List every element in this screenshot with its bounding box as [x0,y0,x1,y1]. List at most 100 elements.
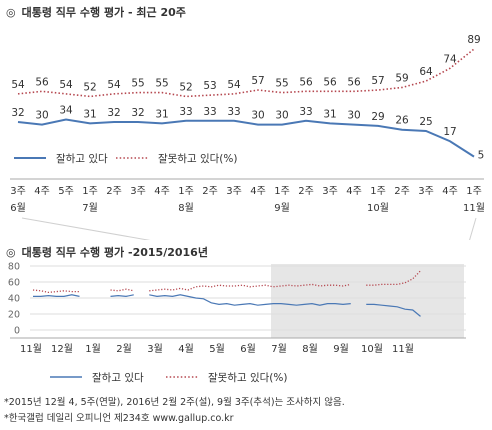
data-label-negative: 54 [227,79,241,91]
x-month-label: 9월 [274,202,290,214]
x-tick-label: 1주 [178,186,194,197]
x-month-label: 1월 [85,343,101,355]
title2-bullet-icon: ◎ [6,246,16,259]
series-positive-segment [33,294,80,298]
x-tick-label: 3주 [322,186,338,197]
series-positive-segment [149,294,351,306]
footnote-source: *한국갤럽 데일리 오피니언 제234호 www.gallup.co.kr [4,413,234,424]
data-label-positive: 30 [35,110,48,122]
x-tick-label: 3주 [10,186,26,197]
data-label-negative: 89 [467,34,480,46]
data-label-negative: 57 [251,75,264,87]
x-month-label: 5월 [209,343,225,355]
series-positive-segment [366,303,421,317]
footnote-missing-weeks: *2015년 12월 4, 5주(연말), 2016년 2월 2주(설), 9월… [4,397,345,408]
legend-negative-label: 잘못하고 있다(%) [208,371,287,384]
series-negative-segment [149,283,351,292]
data-label-negative: 56 [35,76,49,88]
x-month-label: 8월 [178,202,194,214]
data-label-positive: 32 [11,107,24,119]
data-label-negative: 52 [83,81,96,93]
title1-bullet-icon: ◎ [6,6,16,19]
x-month-label: 10월 [361,343,383,355]
x-tick-label: 4주 [250,186,266,197]
x-tick-label: 1주 [82,186,98,197]
data-label-positive: 33 [299,106,312,118]
series-negative-segment [110,288,134,292]
x-month-label: 11월 [392,343,414,355]
data-label-positive: 31 [155,108,168,120]
x-tick-label: 4주 [442,186,458,197]
x-tick-label: 4주 [154,186,170,197]
x-month-label: 7월 [271,343,287,355]
x-tick-label: 2주 [202,186,218,197]
data-label-positive: 32 [131,107,144,119]
x-month-label: 8월 [302,343,318,355]
data-label-negative: 56 [347,76,361,88]
legend-negative-label: 잘못하고 있다(%) [158,152,237,165]
series-negative-line [17,48,475,98]
x-tick-label: 4주 [346,186,362,197]
data-label-negative: 55 [155,78,168,90]
x-tick-label: 1주 [466,186,482,197]
zoom-shaded-region [271,264,464,338]
data-label-negative: 55 [131,78,144,90]
y-tick-label: 60 [8,278,20,289]
data-label-positive: 33 [227,106,240,118]
x-month-label: 4월 [178,343,194,355]
x-tick-label: 1주 [370,186,386,197]
x-month-label: 6월 [10,202,26,214]
data-label-negative: 53 [203,80,216,92]
data-label-negative: 59 [395,72,408,84]
y-tick-label: 20 [8,310,20,321]
data-label-positive: 5 [478,150,485,162]
x-tick-label: 4주 [34,186,50,197]
data-label-negative: 55 [275,78,288,90]
data-label-positive: 33 [203,106,216,118]
y-tick-label: 0 [14,326,20,337]
x-month-label: 6월 [240,343,256,355]
series-negative-segment [366,270,421,286]
chart1-title: ◎ 대통령 직무 수행 평가 - 최근 20주 [6,4,186,20]
x-tick-label: 2주 [298,186,314,197]
data-label-positive: 17 [443,126,456,138]
y-tick-label: 80 [8,262,20,273]
zoom-connector-left [21,217,151,240]
x-month-label: 2월 [116,343,132,355]
data-label-positive: 30 [251,110,264,122]
data-label-negative: 54 [107,79,121,91]
x-tick-label: 2주 [106,186,122,197]
chart2-2015-2016: 0 20 40 60 80 11월 12월 1월 2월 3월 4월 5월 6월 7월 8월 9월 10월 11월잘… [8,262,466,384]
x-tick-label: 3주 [226,186,242,197]
data-label-negative: 52 [179,81,192,93]
data-label-positive: 25 [419,116,432,128]
data-label-positive: 31 [83,108,96,120]
chart2-title-text: 대통령 직무 수행 평가 -2015/2016년 [21,246,208,259]
legend-positive-label: 잘하고 있다 [92,371,144,384]
x-month-label: 3월 [147,343,163,355]
data-label-negative: 57 [371,75,384,87]
x-month-label: 12월 [51,343,73,355]
x-tick-label: 3주 [130,186,146,197]
data-label-negative: 64 [419,66,433,78]
data-label-positive: 30 [275,110,288,122]
x-month-label: 10월 [367,202,389,214]
x-month-label: 7월 [82,202,98,214]
x-tick-label: 2주 [394,186,410,197]
data-label-positive: 33 [179,106,192,118]
zoom-connector-right [469,217,477,240]
data-label-negative: 74 [443,53,457,65]
x-month-label: 11월 [20,343,42,355]
chart1-title-text: 대통령 직무 수행 평가 - 최근 20주 [21,6,186,19]
x-tick-label: 3주 [418,186,434,197]
data-label-positive: 30 [347,110,360,122]
x-month-label: 11월 [463,202,485,214]
x-month-label: 9월 [333,343,349,355]
x-tick-label: 1주 [274,186,290,197]
data-label-positive: 34 [59,104,73,116]
data-label-positive: 31 [323,108,336,120]
data-label-negative: 54 [11,79,25,91]
data-label-positive: 29 [371,111,384,123]
series-positive-segment [110,294,134,298]
legend-positive-label: 잘하고 있다 [56,152,108,165]
